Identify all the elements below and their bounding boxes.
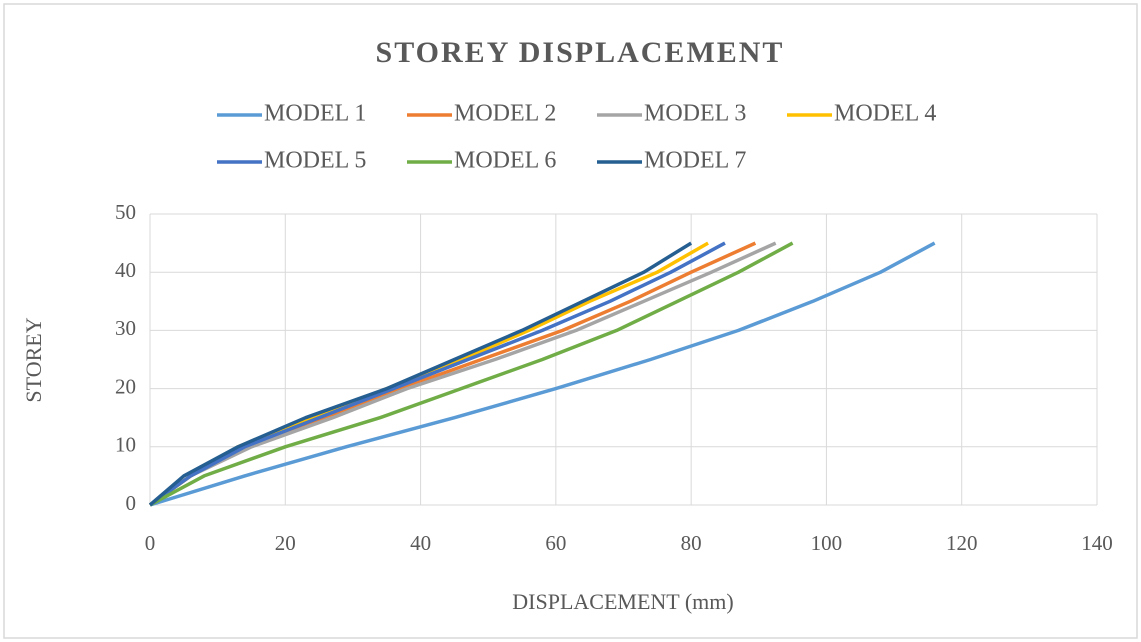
- y-tick-label: 10: [115, 433, 136, 457]
- series-line: [148, 241, 693, 507]
- x-tick-label: 0: [145, 531, 156, 555]
- chart-frame: [3, 3, 1138, 639]
- chart-title: STOREY DISPLACEMENT: [376, 36, 785, 69]
- y-tick-label: 20: [115, 374, 136, 398]
- y-tick-label: 0: [126, 491, 137, 515]
- x-tick-label: 120: [946, 531, 978, 555]
- x-tick-label: 80: [681, 531, 702, 555]
- legend-label: MODEL 2: [454, 101, 556, 127]
- series-line: [149, 241, 936, 507]
- legend-label: MODEL 6: [454, 148, 556, 174]
- legend-label: MODEL 1: [264, 101, 366, 127]
- x-tick-label: 60: [545, 531, 566, 555]
- x-tick-label: 40: [410, 531, 431, 555]
- y-axis-label: STOREY: [21, 317, 46, 402]
- y-tick-label: 50: [115, 200, 136, 224]
- legend-label: MODEL 3: [644, 101, 746, 127]
- x-tick-label: 100: [811, 531, 843, 555]
- y-tick-label: 40: [115, 258, 136, 282]
- legend-label: MODEL 7: [644, 148, 746, 174]
- x-axis-label: DISPLACEMENT (mm): [512, 589, 733, 614]
- series-line: [148, 241, 726, 507]
- x-tick-label: 20: [275, 531, 296, 555]
- y-tick-label: 30: [115, 316, 136, 340]
- x-tick-label: 140: [1081, 531, 1113, 555]
- series-line: [149, 241, 794, 507]
- legend-label: MODEL 4: [834, 101, 936, 127]
- legend-label: MODEL 5: [264, 148, 366, 174]
